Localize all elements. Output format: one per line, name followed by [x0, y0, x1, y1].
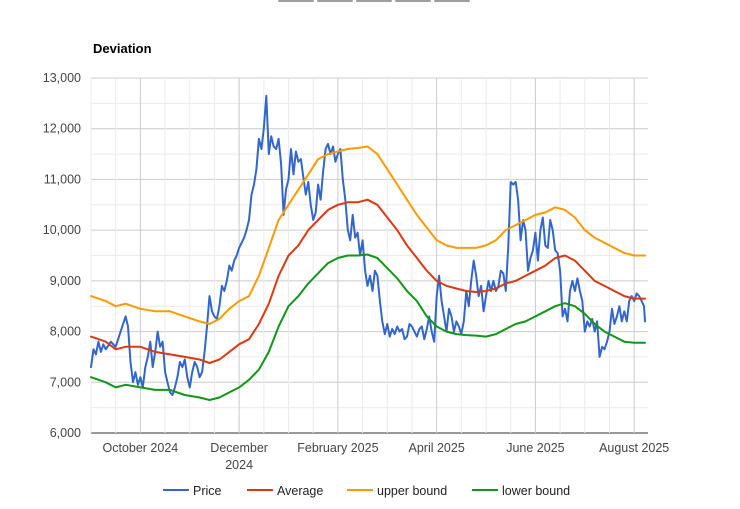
- x-tick-label: April 2025: [409, 441, 465, 455]
- y-tick-label: 7,000: [50, 375, 81, 389]
- chart-title: Deviation: [93, 41, 152, 56]
- y-axis-ticks: 6,000 7,000 8,000 9,000 10,000 11,000 12,000 13…: [43, 71, 81, 440]
- series-line-average: [90, 198, 646, 364]
- series-line-upper-bound: [90, 145, 646, 325]
- grid-lines: [90, 77, 648, 434]
- legend-label-upper-bound: upper bound: [377, 484, 447, 498]
- y-tick-label: 10,000: [43, 223, 81, 237]
- x-tick-label: June 2025: [506, 441, 564, 455]
- x-tick-label: October 2024: [103, 441, 179, 455]
- y-tick-label: 12,000: [43, 122, 81, 136]
- y-tick-label: 8,000: [50, 325, 81, 339]
- top-tab-2[interactable]: [317, 0, 353, 2]
- top-tab-5[interactable]: [434, 0, 470, 2]
- series-line-price: [90, 94, 646, 396]
- x-tick-label: February 2025: [297, 441, 378, 455]
- legend-label-lower-bound: lower bound: [502, 484, 570, 498]
- legend-label-average: Average: [277, 484, 323, 498]
- x-tick-label: August 2025: [599, 441, 669, 455]
- x-tick-label: 2024: [225, 458, 253, 472]
- x-axis-ticks: October 2024 December 2024 February 2025 Apr…: [103, 441, 670, 472]
- top-tab-1[interactable]: [278, 0, 314, 2]
- series-lines: [90, 94, 646, 401]
- legend: Price Average upper bound lower bound: [163, 484, 570, 498]
- series-line-lower-bound: [90, 253, 646, 401]
- top-tab-3[interactable]: [356, 0, 392, 2]
- y-tick-label: 13,000: [43, 71, 81, 85]
- y-tick-label: 9,000: [50, 274, 81, 288]
- y-tick-label: 6,000: [50, 426, 81, 440]
- y-tick-label: 11,000: [44, 172, 81, 186]
- x-tick-label: December: [210, 441, 268, 455]
- legend-label-price: Price: [193, 484, 222, 498]
- top-tab-4[interactable]: [395, 0, 431, 2]
